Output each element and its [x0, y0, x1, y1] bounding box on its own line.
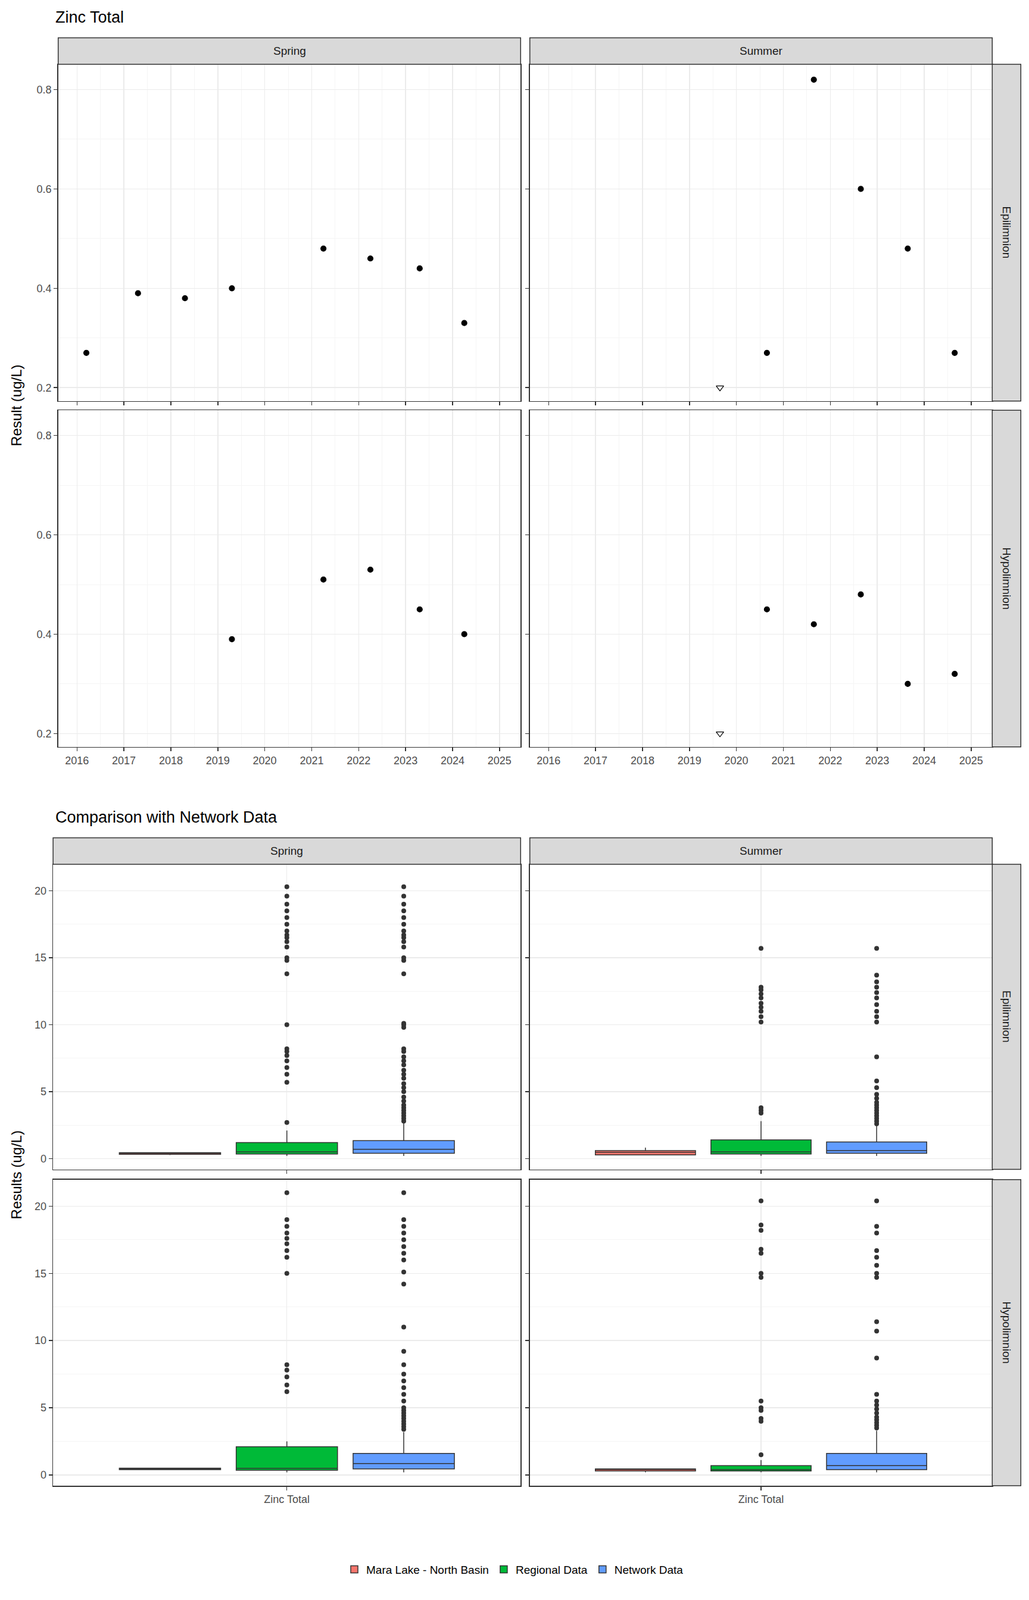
svg-text:2018: 2018 [630, 755, 655, 767]
svg-text:2025: 2025 [487, 755, 512, 767]
svg-text:2024: 2024 [440, 755, 465, 767]
svg-text:2019: 2019 [677, 755, 702, 767]
svg-text:2016: 2016 [64, 755, 89, 767]
svg-text:2022: 2022 [818, 755, 843, 767]
svg-text:Spring: Spring [270, 844, 304, 858]
svg-text:2024: 2024 [912, 755, 937, 767]
svg-text:0: 0 [40, 1153, 47, 1166]
svg-text:Epilimnion: Epilimnion [1000, 990, 1013, 1044]
svg-text:2022: 2022 [346, 755, 371, 767]
svg-text:15: 15 [34, 1268, 47, 1281]
svg-text:0.4: 0.4 [36, 628, 52, 641]
svg-text:Spring: Spring [273, 44, 307, 58]
svg-text:2018: 2018 [158, 755, 183, 767]
svg-text:0.8: 0.8 [36, 83, 52, 96]
svg-text:0.6: 0.6 [36, 529, 52, 542]
svg-text:2019: 2019 [206, 755, 230, 767]
svg-text:Hypolimnion: Hypolimnion [1000, 1302, 1013, 1365]
svg-text:2017: 2017 [583, 755, 608, 767]
svg-text:0.8: 0.8 [36, 429, 52, 442]
svg-text:20: 20 [34, 1201, 47, 1214]
svg-text:Regional Data: Regional Data [515, 1564, 588, 1577]
svg-text:Summer: Summer [739, 44, 783, 58]
svg-text:Summer: Summer [739, 844, 783, 858]
svg-text:2025: 2025 [959, 755, 984, 767]
svg-text:2020: 2020 [253, 755, 277, 767]
svg-text:2023: 2023 [865, 755, 890, 767]
svg-text:Result (ug/L): Result (ug/L) [8, 364, 25, 447]
svg-text:Zinc Total: Zinc Total [263, 1494, 310, 1506]
svg-text:2023: 2023 [393, 755, 418, 767]
svg-text:5: 5 [40, 1086, 47, 1099]
svg-text:Epilimnion: Epilimnion [1000, 206, 1013, 260]
svg-text:0: 0 [40, 1469, 47, 1482]
svg-text:2021: 2021 [299, 755, 324, 767]
svg-text:20: 20 [34, 885, 47, 898]
svg-text:0.4: 0.4 [36, 282, 52, 295]
svg-text:Comparison with Network Data: Comparison with Network Data [55, 808, 278, 827]
svg-text:Network Data: Network Data [614, 1564, 684, 1577]
svg-text:Zinc Total: Zinc Total [55, 8, 124, 27]
svg-text:Zinc Total: Zinc Total [738, 1494, 785, 1506]
svg-text:2016: 2016 [536, 755, 561, 767]
svg-text:Mara Lake - North Basin: Mara Lake - North Basin [366, 1564, 489, 1577]
svg-text:Results (ug/L): Results (ug/L) [8, 1130, 25, 1220]
svg-text:0.2: 0.2 [36, 381, 52, 394]
svg-text:10: 10 [34, 1335, 47, 1347]
svg-text:Hypolimnion: Hypolimnion [1000, 547, 1013, 611]
svg-text:10: 10 [34, 1019, 47, 1032]
svg-text:2021: 2021 [771, 755, 795, 767]
svg-text:0.2: 0.2 [36, 728, 52, 741]
svg-text:5: 5 [40, 1402, 47, 1415]
svg-text:2017: 2017 [111, 755, 136, 767]
svg-text:2020: 2020 [724, 755, 749, 767]
svg-text:15: 15 [34, 952, 47, 965]
svg-text:0.6: 0.6 [36, 183, 52, 196]
